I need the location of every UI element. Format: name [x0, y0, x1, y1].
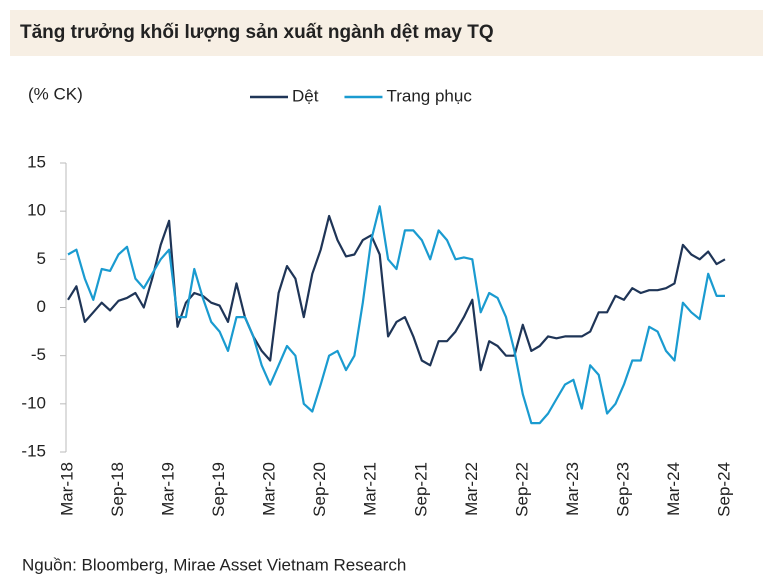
- y-tick-label: 5: [37, 249, 46, 268]
- y-axis-label: (% CK): [28, 84, 83, 103]
- chart-title: Tăng trưởng khối lượng sản xuất ngành dệ…: [20, 22, 494, 43]
- series-line: [67, 214, 726, 372]
- x-tick-label: Mar-20: [260, 462, 279, 516]
- title-band: [10, 10, 763, 56]
- y-tick-label: -10: [21, 393, 46, 412]
- legend-label: Trang phục: [386, 86, 472, 105]
- x-tick-label: Mar-24: [664, 462, 683, 516]
- y-tick-label: 10: [27, 201, 46, 220]
- x-tick-label: Sep-20: [310, 462, 329, 517]
- x-tick-label: Sep-23: [613, 462, 632, 517]
- y-tick-label: -15: [21, 441, 46, 460]
- source: Nguồn: Bloomberg, Mirae Asset Vietnam Re…: [22, 555, 406, 574]
- x-tick-label: Sep-21: [411, 462, 430, 517]
- x-tick-label: Mar-18: [57, 462, 76, 516]
- series-line: [67, 205, 725, 425]
- y-tick-label: -5: [31, 345, 46, 364]
- x-tick-label: Mar-23: [563, 462, 582, 516]
- y-tick-label: 15: [27, 152, 46, 171]
- x-tick-label: Mar-21: [361, 462, 380, 516]
- y-tick-label: 0: [37, 297, 46, 316]
- x-tick-label: Sep-18: [108, 462, 127, 517]
- x-tick-label: Sep-19: [209, 462, 228, 517]
- legend-label: Dệt: [292, 86, 319, 105]
- x-tick-label: Sep-24: [714, 462, 733, 517]
- x-tick-label: Mar-19: [159, 462, 178, 516]
- x-tick-label: Mar-22: [462, 462, 481, 516]
- x-tick-label: Sep-22: [512, 462, 531, 517]
